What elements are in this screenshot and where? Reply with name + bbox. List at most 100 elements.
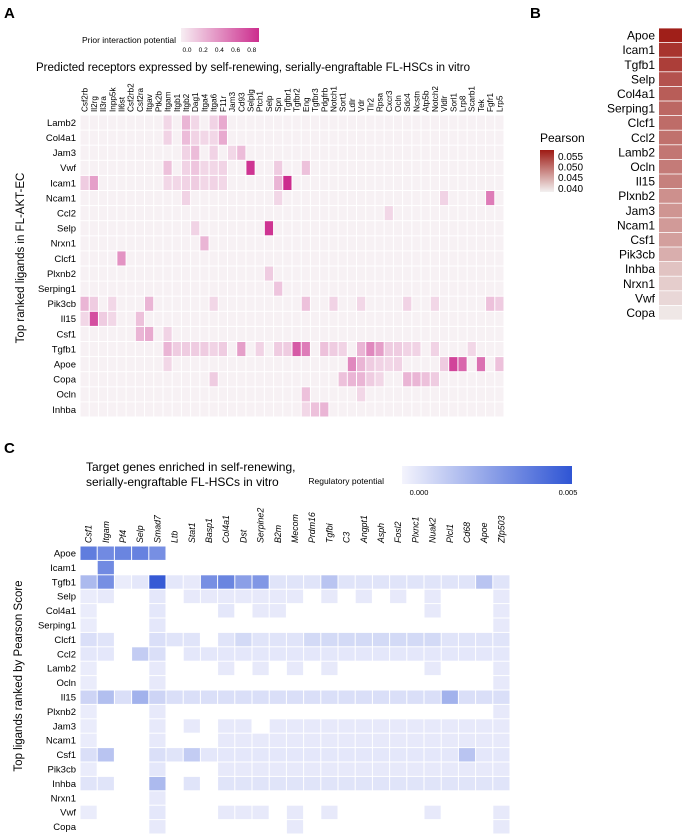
heatmap-cell-icam1-selp <box>264 175 274 190</box>
heatmap-cell-il15-sort1 <box>338 311 347 326</box>
heatmap-cell-nrxn1-ncstn <box>412 236 421 251</box>
heatmap-cell-apoe-csf1 <box>80 546 97 560</box>
heatmap-cell-jam3-sort1 <box>338 145 347 160</box>
heatmap-cell-ccl2-serpine2 <box>252 647 269 661</box>
heatmap-cell-apoe-spn <box>274 357 283 372</box>
heatmap-cell-csf1-smad7 <box>149 748 166 762</box>
heatmap-cell-inhba-dag1 <box>191 402 200 417</box>
heatmap-cell-pik3cb-spn <box>274 296 283 311</box>
heatmap-cell-vwf-smad7 <box>149 805 166 820</box>
heatmap-cell-inhba-plxnc1 <box>407 776 424 791</box>
pearson-row-label-csf1: Csf1 <box>630 233 655 247</box>
col-label-vldlr: Vldlr <box>440 95 449 112</box>
heatmap-cell-icam1-cxcr3 <box>384 175 393 190</box>
heatmap-cell-col4a1-eng <box>301 130 310 145</box>
row-label-vwf: Vwf <box>60 163 76 174</box>
heatmap-cell-ncam1-fgfr1 <box>486 191 495 206</box>
heatmap-cell-csf1-rpsa <box>375 326 384 341</box>
heatmap-cell-apoe-pdgfrb <box>320 357 329 372</box>
heatmap-cell-inhba-inpp5k <box>108 402 117 417</box>
heatmap-cell-serping1-zfp503 <box>493 618 510 632</box>
panel-a-legend-bar <box>181 28 259 42</box>
heatmap-cell-copa-notch2 <box>430 372 439 387</box>
heatmap-cell-inhba-selplg <box>246 402 255 417</box>
heatmap-cell-lamb2-csf1 <box>80 661 97 676</box>
heatmap-cell-selp-zfp503 <box>493 589 510 604</box>
heatmap-cell-clcf1-spn <box>274 251 283 266</box>
heatmap-cell-nrxn1-sorl1 <box>449 236 458 251</box>
col-label-ptch1: Ptch1 <box>256 91 265 112</box>
heatmap-cell-ccl2-basp1 <box>200 647 218 661</box>
panel-c-y-axis-label: Top ligands ranked by Pearson Score <box>13 580 25 771</box>
heatmap-cell-inhba-atp5b <box>421 402 430 417</box>
heatmap-cell-vwf-csf2rb <box>80 160 89 175</box>
heatmap-cell-icam1-jam3 <box>227 175 237 190</box>
heatmap-cell-apoe-fgfr1 <box>486 357 495 372</box>
heatmap-cell-jam3-il3ra <box>98 145 108 160</box>
heatmap-cell-serping1-cxcr3 <box>384 281 393 296</box>
heatmap-cell-clcf1-tgfbr1 <box>283 251 292 266</box>
heatmap-cell-ccl2-itgav <box>145 206 154 221</box>
heatmap-cell-ncam1-scarb1 <box>467 191 476 206</box>
col-label-angpt1: Angpt1 <box>359 515 369 544</box>
heatmap-cell-inhba-cd93 <box>237 402 246 417</box>
heatmap-cell-ccl2-selplg <box>246 206 255 221</box>
heatmap-cell-lamb2-pdgfrb <box>320 115 329 130</box>
heatmap-cell-nrxn1-il2rg <box>89 236 98 251</box>
heatmap-cell-inhba-ncstn <box>412 402 421 417</box>
pearson-row-label-col4a1: Col4a1 <box>617 87 655 101</box>
heatmap-cell-lamb2-itgb2 <box>181 115 191 130</box>
heatmap-cell-ocln-sort1 <box>338 387 347 402</box>
heatmap-cell-jam3-tgfbr1 <box>283 145 292 160</box>
heatmap-cell-inhba-stat1 <box>183 776 200 791</box>
heatmap-cell-plxnb2-inpp5k <box>108 266 117 281</box>
heatmap-cell-selp-dag1 <box>191 221 200 236</box>
heatmap-cell-apoe-csf2rb2 <box>126 357 135 372</box>
heatmap-cell-jam3-b2m <box>269 719 286 733</box>
heatmap-cell-ccl2-fgfr1 <box>486 206 495 221</box>
heatmap-cell-tgfb1-sdc4 <box>403 342 412 357</box>
heatmap-cell-il15-b2m <box>269 690 286 704</box>
heatmap-cell-csf1-sorl1 <box>449 326 458 341</box>
heatmap-cell-col4a1-smad7 <box>149 604 166 618</box>
heatmap-cell-inhba-angpt1 <box>355 776 372 791</box>
heatmap-cell-ncam1-cd68 <box>458 733 476 748</box>
heatmap-cell-icam1-itgam <box>97 560 114 575</box>
heatmap-cell-il15-notch1 <box>329 311 338 326</box>
heatmap-cell-csf1-notch2 <box>430 326 439 341</box>
heatmap-cell-ncam1-itgb1 <box>172 191 181 206</box>
heatmap-cell-icam1-tgfbr2 <box>292 175 301 190</box>
heatmap-cell-icam1-itgam <box>163 175 172 190</box>
heatmap-cell-apoe-itgam <box>163 357 172 372</box>
heatmap-cell-col4a1-il2rg <box>89 130 98 145</box>
heatmap-cell-vwf-sdc4 <box>403 160 412 175</box>
heatmap-cell-il15-itgam <box>97 690 114 704</box>
heatmap-cell-col4a1-pdgfrb <box>320 130 329 145</box>
panel-a-title: Predicted receptors expressed by self-re… <box>36 62 470 74</box>
panel-a-y-axis-label: Top ranked ligands in FL-AKT-EC <box>15 173 27 344</box>
heatmap-cell-ccl2-vdr <box>357 206 366 221</box>
heatmap-cell-jam3-fgfr1 <box>486 145 495 160</box>
heatmap-cell-clcf1-itgam <box>97 632 114 647</box>
heatmap-cell-icam1-itgb2 <box>181 175 191 190</box>
heatmap-cell-clcf1-sdc4 <box>403 251 412 266</box>
heatmap-cell-copa-fgfr1 <box>486 372 495 387</box>
heatmap-cell-copa-ldlr <box>347 372 357 387</box>
heatmap-cell-serping1-smad7 <box>149 618 166 632</box>
heatmap-cell-pik3cb-inpp5k <box>108 296 117 311</box>
heatmap-cell-tgfb1-inpp5k <box>108 342 117 357</box>
heatmap-cell-selp-ldlr <box>347 221 357 236</box>
heatmap-cell-il15-csf2rb <box>80 311 89 326</box>
heatmap-cell-csf1-stat1 <box>183 748 200 762</box>
heatmap-cell-icam1-vdr <box>357 175 366 190</box>
heatmap-cell-csf1-dag1 <box>191 326 200 341</box>
heatmap-cell-serping1-inpp5k <box>108 281 117 296</box>
heatmap-cell-ocln-scarb1 <box>467 387 476 402</box>
heatmap-cell-nrxn1-il3ra <box>98 236 108 251</box>
heatmap-cell-apoe-ldlr <box>347 357 357 372</box>
heatmap-cell-ncam1-cxcr3 <box>384 191 393 206</box>
heatmap-cell-il15-spn <box>274 311 283 326</box>
row-label-ncam1: Ncam1 <box>46 193 76 204</box>
heatmap-cell-csf1-csf2ra <box>135 326 145 341</box>
